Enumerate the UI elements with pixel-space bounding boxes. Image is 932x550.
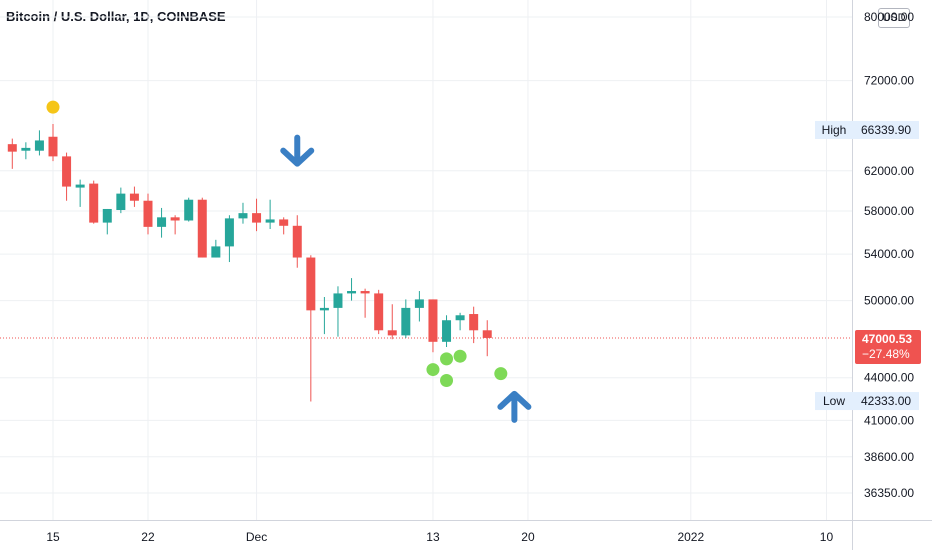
candle-body: [21, 147, 31, 151]
candle-body: [387, 330, 397, 336]
high-value: 66339.90: [861, 123, 911, 137]
candle-body: [401, 307, 411, 336]
currency-button[interactable]: USD: [878, 8, 910, 28]
candle-body: [482, 330, 492, 338]
yellow-circle-marker: [46, 100, 60, 114]
candle-body: [347, 291, 357, 294]
current-price-value: 47000.53: [862, 332, 912, 346]
candle-body: [48, 136, 58, 157]
candle-body: [306, 257, 316, 311]
y-tick-label: 58000.00: [864, 204, 914, 218]
y-tick-label: 72000.00: [864, 74, 914, 88]
candle-body: [224, 218, 234, 247]
y-tick-label: 62000.00: [864, 164, 914, 178]
x-tick-label: 15: [46, 530, 60, 544]
candle-body: [197, 199, 207, 258]
candle-body: [319, 307, 329, 311]
candle-body: [279, 219, 289, 226]
low-value-box: [853, 392, 919, 411]
candle-body: [333, 293, 343, 308]
x-tick-label: 22: [141, 530, 155, 544]
candle-body: [292, 225, 302, 258]
green-circle-marker: [426, 363, 440, 377]
x-tick-label: 13: [426, 530, 440, 544]
low-value: 42333.00: [861, 394, 911, 408]
candle-body: [442, 320, 452, 342]
green-circle-marker: [440, 373, 454, 387]
candle-body: [102, 208, 112, 223]
candle-body: [265, 219, 275, 223]
candle-body: [75, 184, 85, 188]
current-price-badge: [855, 329, 921, 364]
high-label-box: [815, 120, 853, 139]
arrow-down-icon: [280, 134, 315, 167]
candle-body: [34, 140, 44, 151]
low-label-box: [815, 392, 853, 411]
candle-body: [62, 156, 72, 187]
green-circle-marker: [494, 367, 508, 381]
y-tick-label: 36350.00: [864, 486, 914, 500]
high-value-box: [853, 120, 919, 139]
low-label: Low: [823, 394, 845, 408]
high-label: High: [822, 123, 847, 137]
candle-body: [211, 246, 221, 258]
y-tick-label: 50000.00: [864, 294, 914, 308]
candle-body: [238, 213, 248, 219]
arrow-up-icon: [497, 390, 532, 423]
candle-body: [7, 144, 17, 152]
candle-body: [360, 291, 370, 294]
candle-body: [89, 183, 99, 223]
candle-body: [252, 213, 262, 223]
green-circle-marker: [440, 352, 454, 366]
candle-body: [455, 315, 465, 321]
y-tick-label: 41000.00: [864, 413, 914, 427]
candle-body: [428, 299, 438, 342]
x-tick-label: Dec: [246, 530, 267, 544]
candle-body: [170, 217, 180, 221]
candle-body: [184, 199, 194, 221]
candle-body: [143, 200, 153, 227]
candle-body: [374, 293, 384, 331]
y-tick-label: 54000.00: [864, 247, 914, 261]
y-tick-label: 44000.00: [864, 371, 914, 385]
x-tick-label: 20: [521, 530, 535, 544]
candle-body: [414, 299, 424, 308]
candle-body: [157, 217, 167, 227]
x-tick-label: 2022: [677, 530, 704, 544]
candle-body: [469, 314, 479, 331]
y-tick-label: 38600.00: [864, 450, 914, 464]
green-circle-marker: [453, 349, 467, 363]
current-price-change: −27.48%: [862, 347, 910, 361]
candle-body: [129, 193, 139, 201]
y-tick-label: 80000.00: [864, 10, 914, 24]
x-tick-label: 10: [820, 530, 834, 544]
candle-body: [116, 193, 126, 211]
